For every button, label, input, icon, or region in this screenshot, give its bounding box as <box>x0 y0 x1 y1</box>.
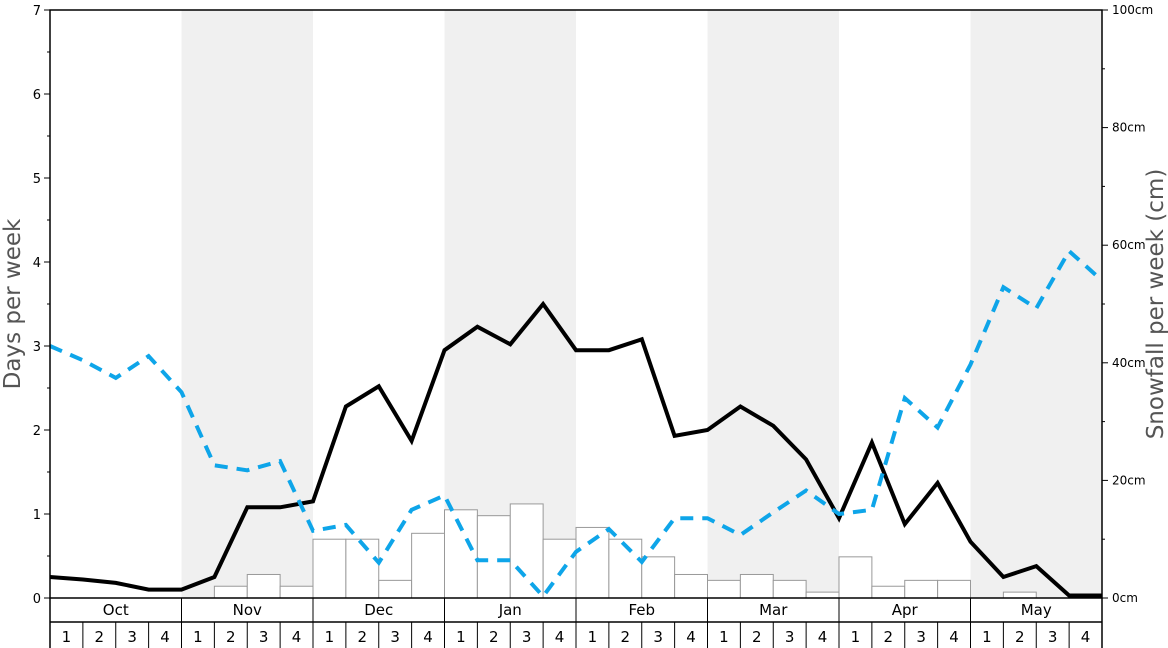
snowfall-bar <box>411 532 445 599</box>
week-label: 3 <box>653 628 663 646</box>
snowfall-bar <box>213 585 248 599</box>
right-tick-label: 100cm <box>1112 3 1153 17</box>
week-label: 2 <box>621 628 631 646</box>
week-label: 4 <box>423 628 433 646</box>
month-band-nov <box>181 10 313 598</box>
snowfall-bar <box>279 585 314 599</box>
chart-axes: 0 1 2 3 4 5 6 7 0cm 20cm 40cm 60cm 80cm 100cm <box>33 3 1153 607</box>
left-tick-label: 4 <box>33 256 41 271</box>
week-label: 2 <box>752 628 762 646</box>
week-label: 1 <box>588 628 598 646</box>
week-label: 3 <box>127 628 137 646</box>
week-label: 1 <box>62 628 72 646</box>
days-per-week-lines <box>49 247 1104 600</box>
week-label: 2 <box>884 628 894 646</box>
snowfall-bar <box>575 526 610 599</box>
snowfall-bar <box>674 573 708 599</box>
month-label-dec: Dec <box>364 601 393 619</box>
right-tick-label: 80cm <box>1112 121 1146 135</box>
week-labels: 1 2 3 4 1 2 3 4 1 2 3 4 1 2 3 4 1 2 3 4 1 2 3 4 1 2 3 4 1 2 3 4 <box>62 622 1091 648</box>
week-label: 2 <box>358 628 368 646</box>
week-label: 1 <box>193 628 203 646</box>
snowfall-bar <box>739 573 774 599</box>
week-label: 2 <box>1015 628 1025 646</box>
week-label: 4 <box>818 628 828 646</box>
snowfall-bar <box>838 556 873 599</box>
left-axis-title: Days per week <box>0 218 26 389</box>
snowfall-bar <box>937 579 971 599</box>
left-tick-label: 7 <box>33 4 41 19</box>
month-label-mar: Mar <box>759 601 788 619</box>
snowfall-bar <box>1002 591 1037 599</box>
snowfall-bar <box>312 538 347 599</box>
week-label: 1 <box>851 628 861 646</box>
week-label: 3 <box>916 628 926 646</box>
snowfall-bar <box>871 585 906 599</box>
snowfall-bar <box>805 591 840 599</box>
snowfall-bar <box>378 579 413 599</box>
week-label: 3 <box>785 628 795 646</box>
left-tick-label: 5 <box>33 172 41 187</box>
week-label: 4 <box>686 628 696 646</box>
snowfall-bar <box>509 503 544 599</box>
snowfall-bar <box>707 579 741 599</box>
dashed-line-series <box>49 247 1104 600</box>
month-label-feb: Feb <box>628 601 655 619</box>
month-band-mar <box>707 10 839 598</box>
month-label-nov: Nov <box>233 601 262 619</box>
week-label: 1 <box>325 628 335 646</box>
week-label: 1 <box>456 628 466 646</box>
left-tick-label: 0 <box>33 592 41 607</box>
week-label: 2 <box>489 628 499 646</box>
month-band-may <box>970 10 1102 598</box>
week-label: 4 <box>1081 628 1091 646</box>
left-tick-label: 2 <box>33 424 41 439</box>
snowfall-bars <box>213 503 1037 599</box>
week-label: 3 <box>1048 628 1058 646</box>
week-label: 2 <box>226 628 236 646</box>
snowfall-bar <box>772 579 807 599</box>
right-tick-label: 40cm <box>1112 356 1146 370</box>
week-label: 4 <box>555 628 565 646</box>
snowfall-bar <box>246 573 281 599</box>
week-label: 3 <box>390 628 400 646</box>
snowfall-bar <box>444 509 478 599</box>
snowfall-bar <box>641 556 676 599</box>
week-label: 4 <box>949 628 959 646</box>
month-label-oct: Oct <box>103 601 129 619</box>
left-tick-label: 1 <box>33 508 41 523</box>
left-tick-label: 3 <box>33 340 41 355</box>
snowfall-bar <box>345 538 380 599</box>
month-label-apr: Apr <box>892 601 919 619</box>
week-label: 3 <box>259 628 269 646</box>
week-label: 1 <box>982 628 992 646</box>
week-label: 2 <box>95 628 105 646</box>
solid-line-series <box>49 300 1102 598</box>
right-axis-title: Snowfall per week (cm) <box>1143 169 1168 440</box>
month-label-jan: Jan <box>498 601 522 619</box>
left-tick-label: 6 <box>33 88 41 103</box>
week-label: 4 <box>160 628 170 646</box>
snowfall-bar <box>904 579 939 599</box>
month-label-may: May <box>1021 601 1052 619</box>
right-tick-label: 20cm <box>1112 473 1146 487</box>
week-label: 1 <box>719 628 729 646</box>
right-tick-label: 0cm <box>1112 591 1138 605</box>
week-label: 3 <box>522 628 532 646</box>
month-band-jan <box>444 10 576 598</box>
week-label: 4 <box>292 628 302 646</box>
month-background-bands <box>181 10 1102 598</box>
snowfall-bar <box>476 515 511 599</box>
right-tick-label: 60cm <box>1112 238 1146 252</box>
